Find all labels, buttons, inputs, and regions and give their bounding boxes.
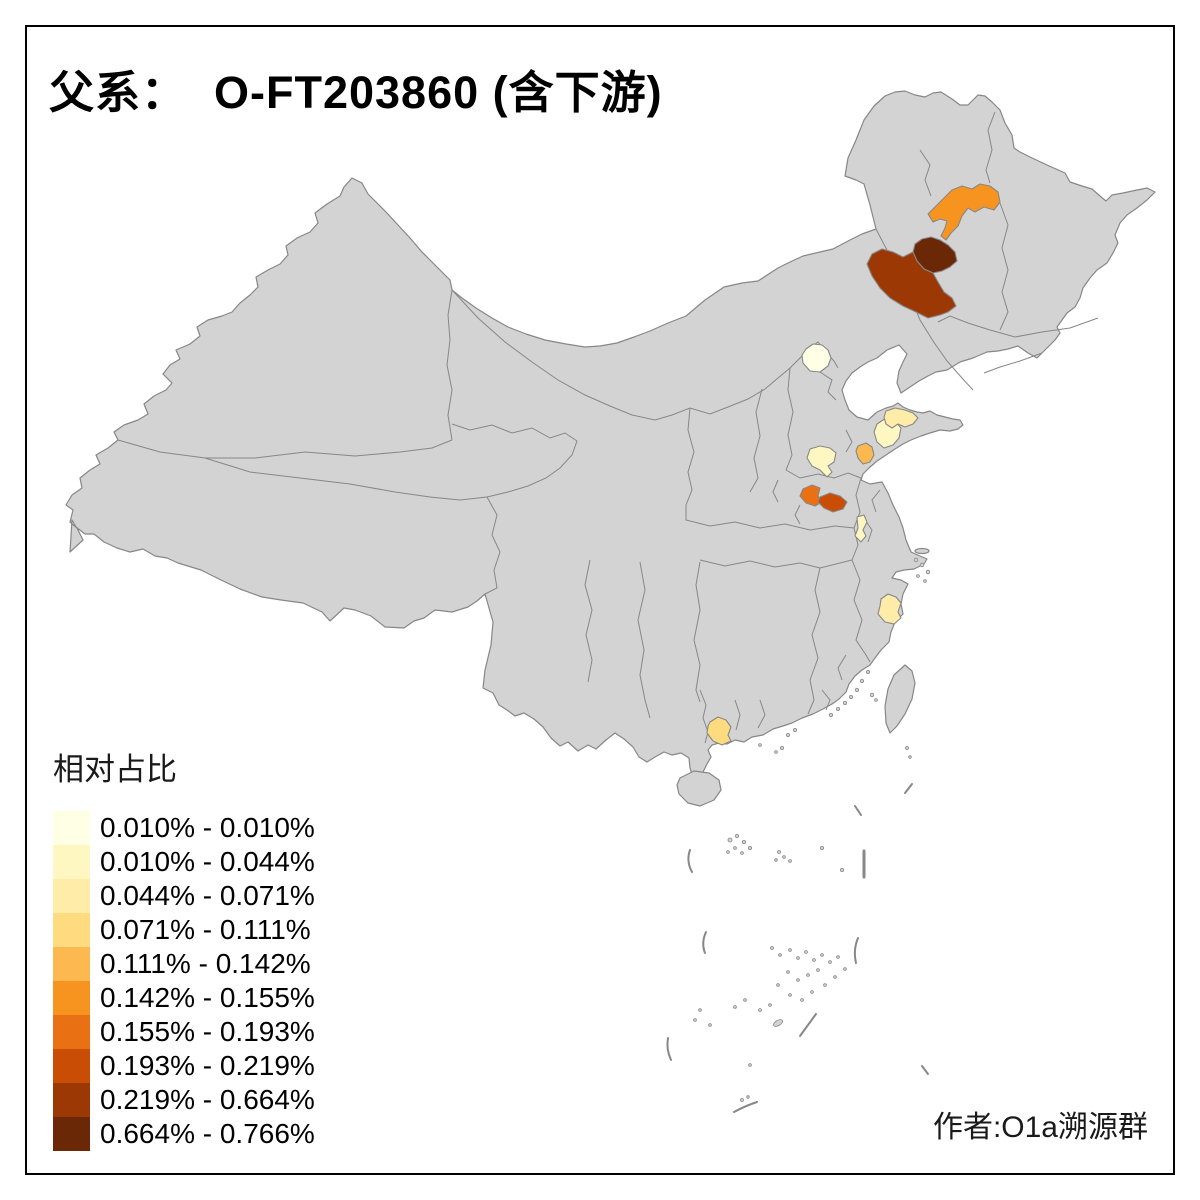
legend-label: 0.193% - 0.219% — [100, 1050, 315, 1081]
legend-row: 0.219% - 0.664% — [53, 1083, 315, 1117]
region-beijing — [801, 343, 832, 373]
legend-swatch — [53, 1049, 90, 1083]
author-credit: 作者:O1a溯源群 — [932, 1111, 1148, 1144]
legend-swatch — [53, 1015, 90, 1049]
region-shandong-west — [806, 445, 837, 478]
legend-label: 0.142% - 0.155% — [100, 982, 315, 1013]
taiwan-island — [884, 664, 916, 734]
region-zhejiang-coastal — [877, 593, 902, 625]
region-northeast-dark — [866, 248, 957, 319]
legend-swatch — [53, 981, 90, 1015]
legend-title: 相对占比 — [53, 752, 177, 787]
legend-label: 0.010% - 0.044% — [100, 846, 315, 877]
plot-border-frame — [25, 25, 1175, 1175]
legend-label: 0.044% - 0.071% — [100, 880, 315, 911]
legend: 相对占比 0.010% - 0.010% 0.010% - 0.044% 0.0… — [53, 744, 315, 1151]
region-guangdong-west — [706, 716, 732, 746]
legend-row: 0.142% - 0.155% — [53, 981, 315, 1015]
legend-row: 0.071% - 0.111% — [53, 913, 315, 947]
hainan-island — [676, 770, 722, 807]
legend-swatch — [53, 913, 90, 947]
legend-swatch — [53, 811, 90, 845]
legend-label: 0.111% - 0.142% — [100, 948, 311, 979]
legend-swatch — [53, 1117, 90, 1151]
sea-boundary-dashes — [666, 783, 929, 1113]
legend-row: 0.193% - 0.219% — [53, 1049, 315, 1083]
legend-label: 0.155% - 0.193% — [100, 1016, 315, 1047]
legend-row: 0.010% - 0.010% — [53, 811, 315, 845]
legend-label: 0.010% - 0.010% — [100, 812, 315, 843]
region-anhui-east-strip — [854, 514, 868, 543]
legend-swatch — [53, 845, 90, 879]
legend-label: 0.219% - 0.664% — [100, 1084, 315, 1115]
legend-row: 0.155% - 0.193% — [53, 1015, 315, 1049]
chongming-island — [914, 547, 930, 555]
legend-label: 0.664% - 0.766% — [100, 1118, 315, 1149]
region-shandong-qingdao — [855, 442, 875, 465]
highlighted-regions — [706, 183, 1001, 746]
legend-row: 0.111% - 0.142% — [53, 947, 315, 981]
legend-swatch — [53, 947, 90, 981]
legend-swatch — [53, 879, 90, 913]
page-title: 父系： O-FT203860 (含下游) — [49, 67, 663, 118]
small-islands — [693, 557, 931, 1102]
legend-label: 0.071% - 0.111% — [100, 914, 311, 945]
legend-row: 0.044% - 0.071% — [53, 879, 315, 913]
region-anhui-north-east — [817, 492, 848, 513]
legend-row: 0.010% - 0.044% — [53, 845, 315, 879]
region-shandong-peninsula-ne — [883, 407, 919, 429]
legend-row: 0.664% - 0.766% — [53, 1117, 315, 1151]
legend-swatch — [53, 1083, 90, 1117]
region-northeast-orange — [927, 183, 1001, 241]
